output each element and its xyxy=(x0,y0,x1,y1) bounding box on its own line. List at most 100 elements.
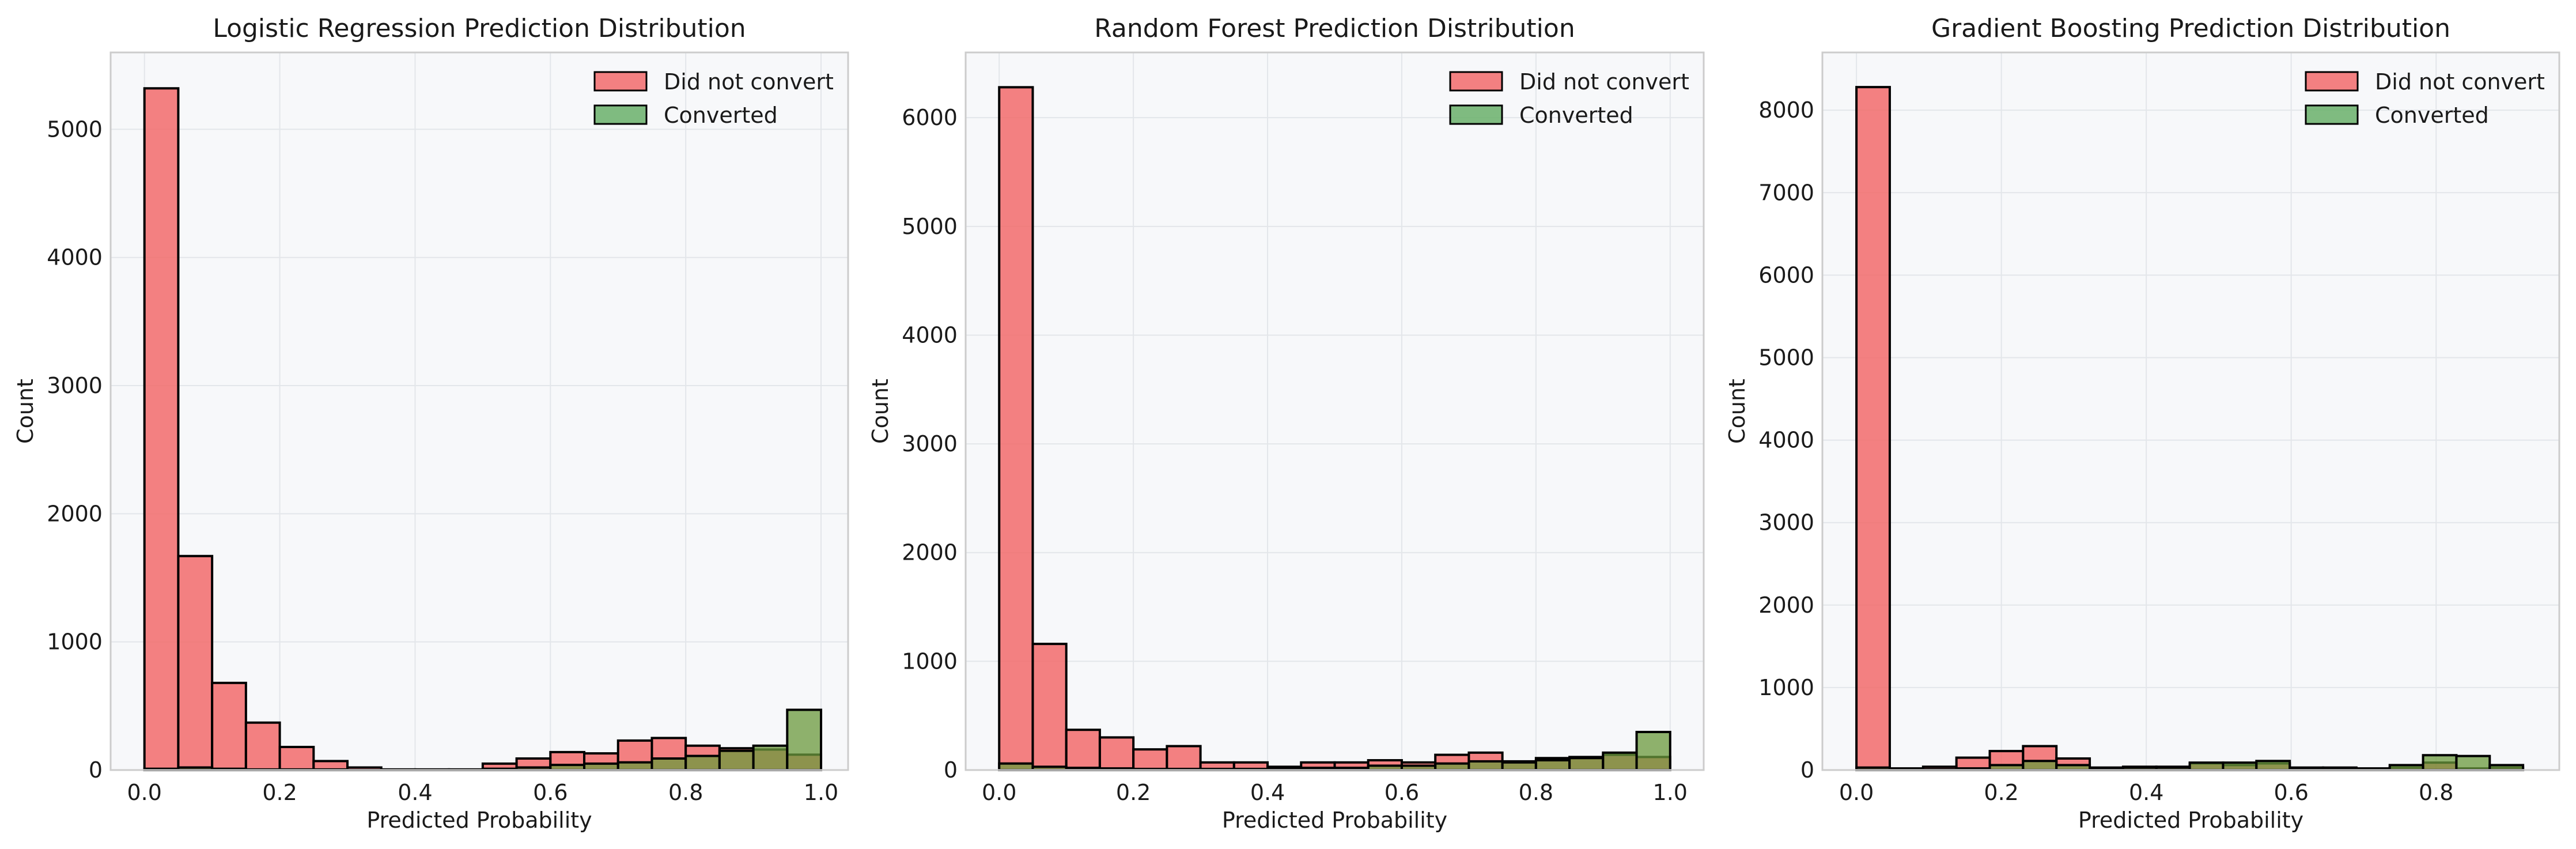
y-tick-label: 4000 xyxy=(47,245,103,270)
bar-converted xyxy=(1467,760,1504,771)
grid xyxy=(1822,52,2559,771)
bar-converted xyxy=(1635,730,1671,772)
x-tick-label: 1.0 xyxy=(804,780,838,805)
legend-label-did-not-convert: Did not convert xyxy=(1519,69,1689,95)
subplot-gradient-boosting: 0.0 0.2 0.4 0.6 0.8 0 1000 2000 3000 4000 5000 6000… xyxy=(1724,14,2560,833)
x-tick-label: 0.8 xyxy=(668,780,703,805)
x-tick-label: 0.0 xyxy=(982,780,1016,805)
y-tick-label: 2000 xyxy=(902,540,958,565)
bar-converted xyxy=(1568,757,1605,771)
subplot-random-forest: 0.0 0.2 0.4 0.6 0.8 1.0 0 1000 2000 3000 4000 5000 6… xyxy=(868,14,1705,833)
bar-did-not-convert xyxy=(1855,86,1891,772)
y-tick-label: 3000 xyxy=(902,431,958,456)
y-tick-label: 2000 xyxy=(47,501,103,526)
plot-area xyxy=(1822,52,2559,770)
legend-label-did-not-convert: Did not convert xyxy=(2375,69,2545,95)
bar-converted xyxy=(752,744,789,771)
x-tick-label: 0.6 xyxy=(533,780,568,805)
legend-label-converted: Converted xyxy=(1519,103,1633,128)
plot-area xyxy=(966,52,1704,770)
legend-label-converted: Converted xyxy=(664,103,778,128)
x-tick-label: 0.4 xyxy=(398,780,432,805)
bar-converted xyxy=(650,757,687,772)
x-axis-label: Predicted Probability xyxy=(2078,808,2303,833)
y-tick-label: 0 xyxy=(1800,757,1814,783)
chart-title: Gradient Boosting Prediction Distributio… xyxy=(1931,14,2450,43)
x-tick-label: 0.8 xyxy=(1519,780,1553,805)
bar-converted xyxy=(718,749,755,771)
bar-converted xyxy=(583,762,619,771)
legend-label-converted: Converted xyxy=(2375,103,2489,128)
legend-swatch-did-not-convert xyxy=(2305,71,2359,92)
bar-did-not-convert xyxy=(1065,729,1101,772)
x-tick-label: 0.2 xyxy=(1116,780,1151,805)
bar-did-not-convert xyxy=(278,745,315,772)
tick-labels: 0.0 0.2 0.4 0.6 0.8 0 1000 2000 3000 4000 5000 6000… xyxy=(1758,97,2453,805)
legend: Did not convert Converted xyxy=(2305,69,2545,128)
bar-converted xyxy=(1501,761,1537,771)
bar-converted xyxy=(1434,762,1470,771)
y-tick-label: 1000 xyxy=(47,629,103,655)
bar-converted xyxy=(2422,754,2458,771)
x-tick-label: 0.6 xyxy=(1385,780,1419,805)
legend-swatch-did-not-convert xyxy=(1449,71,1503,92)
bar-did-not-convert xyxy=(998,86,1034,771)
legend-label-did-not-convert: Did not convert xyxy=(664,69,834,95)
y-tick-label: 4000 xyxy=(902,322,958,348)
y-tick-label: 3000 xyxy=(47,373,103,398)
y-tick-label: 5000 xyxy=(47,116,103,142)
y-tick-label: 2000 xyxy=(1758,593,1814,618)
bar-did-not-convert xyxy=(1031,643,1068,771)
y-tick-label: 5000 xyxy=(902,214,958,239)
x-tick-label: 0.4 xyxy=(2129,780,2163,805)
tick-labels: 0.0 0.2 0.4 0.6 0.8 1.0 0 1000 2000 3000 4000 5000 6… xyxy=(902,105,1688,805)
bar-did-not-convert xyxy=(211,681,247,771)
x-tick-label: 0.2 xyxy=(1984,780,2018,805)
bar-converted xyxy=(2022,760,2058,772)
y-axis-label: Count xyxy=(868,379,893,444)
subplot-logistic-regression: 0.0 0.2 0.4 0.6 0.8 1.0010002000300040005000 … xyxy=(13,14,849,833)
grid xyxy=(111,52,848,771)
y-tick-label: 6000 xyxy=(1758,262,1814,288)
legend-swatch-converted xyxy=(2305,104,2359,125)
y-tick-label: 8000 xyxy=(1758,97,1814,123)
bar-converted xyxy=(1602,751,1638,772)
bar-converted xyxy=(2455,754,2491,771)
bar-converted xyxy=(684,754,721,772)
x-axis-label: Predicted Probability xyxy=(1222,808,1447,833)
y-tick-label: 1000 xyxy=(1758,675,1814,700)
x-tick-label: 0.0 xyxy=(127,780,161,805)
chart-title: Logistic Regression Prediction Distribut… xyxy=(213,14,746,43)
x-axis-label: Predicted Probability xyxy=(366,808,592,833)
bar-did-not-convert xyxy=(1098,736,1135,771)
chart-title: Random Forest Prediction Distribution xyxy=(1094,14,1575,43)
legend-swatch-did-not-convert xyxy=(593,71,648,92)
x-tick-label: 0.2 xyxy=(262,780,297,805)
axes-frame xyxy=(109,51,849,771)
bar-converted xyxy=(2222,761,2258,772)
y-axis-label: Count xyxy=(1724,379,1750,444)
bar-converted xyxy=(616,761,653,772)
bar-did-not-convert xyxy=(244,721,281,772)
bar-converted xyxy=(998,762,1034,771)
legend-swatch-converted xyxy=(593,104,648,125)
plot-area xyxy=(111,52,848,770)
bar-did-not-convert xyxy=(143,87,180,771)
y-tick-label: 0 xyxy=(89,757,103,783)
legend-swatch-converted xyxy=(1449,104,1503,125)
x-tick-label: 0.8 xyxy=(2419,780,2453,805)
y-tick-label: 6000 xyxy=(902,105,958,130)
legend: Did not convert Converted xyxy=(1449,69,1689,128)
bar-converted xyxy=(1534,759,1571,771)
y-tick-label: 3000 xyxy=(1758,510,1814,535)
bar-did-not-convert xyxy=(1132,748,1168,771)
x-tick-label: 0.4 xyxy=(1250,780,1285,805)
legend: Did not convert Converted xyxy=(593,69,834,128)
y-axis-label: Count xyxy=(13,379,38,444)
y-tick-label: 4000 xyxy=(1758,428,1814,453)
x-tick-label: 0.0 xyxy=(1839,780,1874,805)
axes-frame xyxy=(1821,51,2560,771)
tick-labels: 0.0 0.2 0.4 0.6 0.8 1.0 0 1000 2000 3000 4000 5000 xyxy=(47,116,838,805)
x-tick-label: 1.0 xyxy=(1653,780,1688,805)
